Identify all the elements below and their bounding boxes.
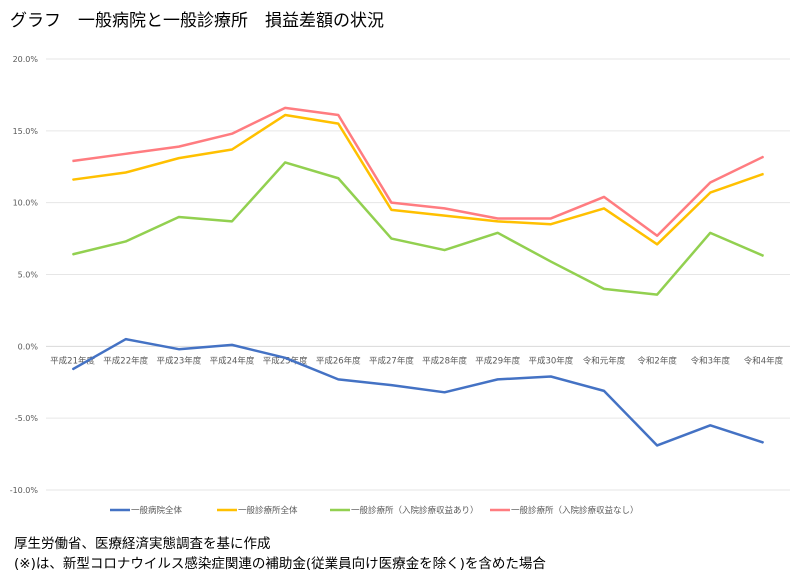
x-tick-label: 令和2年度 — [637, 355, 677, 366]
y-tick-label: 20.0% — [13, 55, 39, 64]
data-point — [231, 344, 233, 346]
y-tick-label: 15.0% — [13, 127, 39, 136]
data-point — [231, 149, 233, 151]
legend-label: 一般病院全体 — [131, 505, 183, 516]
data-point — [550, 376, 552, 378]
data-point — [125, 171, 127, 173]
data-point — [284, 357, 286, 359]
data-point — [603, 207, 605, 209]
data-point — [337, 123, 339, 125]
series-line-2 — [72, 113, 764, 246]
x-tick-label: 平成26年度 — [316, 355, 361, 366]
data-point — [72, 253, 74, 255]
data-point — [178, 348, 180, 350]
series-line-3 — [72, 161, 764, 296]
data-point — [125, 240, 127, 242]
x-tick-label: 平成22年度 — [103, 355, 148, 366]
legend-label: 一般診療所全体 — [238, 505, 298, 516]
series-line-4 — [72, 106, 764, 237]
y-tick-label: 5.0% — [18, 271, 39, 280]
data-point — [762, 255, 764, 257]
data-point — [337, 378, 339, 380]
data-point — [284, 161, 286, 163]
data-point — [125, 153, 127, 155]
x-tick-label: 令和4年度 — [744, 355, 784, 366]
data-point — [390, 202, 392, 204]
x-tick-label: 平成30年度 — [528, 355, 573, 366]
data-point — [72, 179, 74, 181]
data-point — [337, 177, 339, 179]
data-point — [603, 288, 605, 290]
data-point — [284, 107, 286, 109]
data-point — [444, 207, 446, 209]
data-point — [603, 196, 605, 198]
data-point — [762, 442, 764, 444]
data-point — [178, 216, 180, 218]
data-point — [231, 220, 233, 222]
y-tick-label: -10.0% — [10, 486, 39, 495]
data-point — [284, 114, 286, 116]
data-point — [444, 249, 446, 251]
legend-label: 一般診療所（入院診療収益あり） — [351, 505, 479, 516]
chart-title: グラフ 一般病院と一般診療所 損益差額の状況 — [10, 11, 384, 31]
footnote: (※)は、新型コロナウイルス感染症関連の補助金(従業員向け医療金を除く)を含めた… — [14, 556, 546, 572]
data-point — [709, 182, 711, 184]
data-point — [337, 114, 339, 116]
data-point — [656, 235, 658, 237]
data-point — [709, 232, 711, 234]
data-point — [656, 294, 658, 296]
data-point — [550, 217, 552, 219]
data-point — [497, 220, 499, 222]
data-point — [656, 243, 658, 245]
x-tick-label: 令和3年度 — [691, 355, 731, 366]
data-point — [550, 261, 552, 263]
y-tick-label: 0.0% — [18, 342, 39, 351]
x-tick-label: 平成29年度 — [475, 355, 520, 366]
x-tick-label: 平成25年度 — [263, 355, 308, 366]
data-point — [390, 209, 392, 211]
data-point — [72, 368, 74, 370]
data-point — [656, 444, 658, 446]
data-point — [390, 384, 392, 386]
data-point — [762, 173, 764, 175]
x-tick-label: 令和元年度 — [583, 355, 626, 366]
data-point — [390, 238, 392, 240]
data-point — [497, 217, 499, 219]
x-tick-label: 平成24年度 — [210, 355, 255, 366]
data-point — [709, 424, 711, 426]
data-point — [762, 156, 764, 158]
data-point — [72, 160, 74, 162]
data-point — [178, 157, 180, 159]
x-tick-label: 平成23年度 — [156, 355, 201, 366]
data-point — [550, 223, 552, 225]
series-line-1 — [71, 337, 764, 447]
y-tick-label: -5.0% — [15, 414, 39, 423]
line-chart: 20.0% 15.0% 10.0% 5.0% 0.0% -5.0% -10.0% 平成21年度… — [10, 55, 790, 516]
data-point — [231, 133, 233, 135]
x-tick-label: 平成21年度 — [50, 355, 95, 366]
data-point — [178, 146, 180, 148]
legend-label: 一般診療所（入院診療収益なし） — [511, 505, 639, 516]
data-point — [444, 215, 446, 217]
data-point — [709, 192, 711, 194]
data-point — [444, 391, 446, 393]
source-note: 厚生労働省、医療経済実態調査を基に作成 — [14, 536, 271, 552]
data-point — [497, 232, 499, 234]
data-point — [125, 338, 127, 340]
x-tick-label: 平成27年度 — [369, 355, 414, 366]
data-point — [603, 390, 605, 392]
x-tick-label: 平成28年度 — [422, 355, 467, 366]
y-tick-label: 10.0% — [13, 199, 39, 208]
data-point — [497, 378, 499, 380]
